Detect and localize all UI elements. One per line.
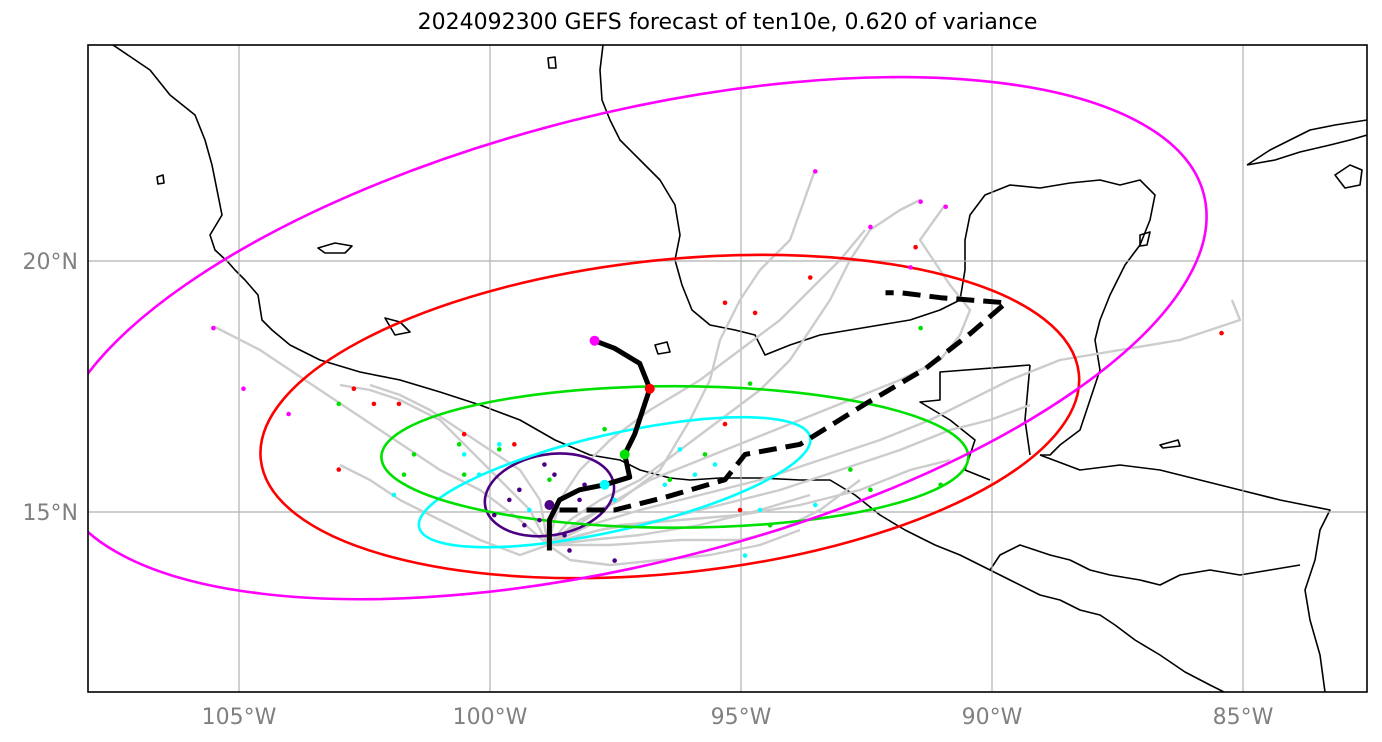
plot-frame	[87, 44, 1368, 693]
mean-point-t2	[599, 479, 610, 490]
member-point-t3	[547, 477, 552, 483]
ensemble-tracks	[214, 169, 1242, 567]
ensemble-mean-track	[546, 290, 1009, 551]
x-axis-ticks: 105°W 100°W 95°W 90°W 85°W	[202, 705, 1274, 730]
member-point-t1	[552, 472, 557, 477]
member-point-t2	[612, 497, 617, 503]
member-point-t4	[807, 275, 813, 280]
uncertainty-ellipses	[88, 75, 1208, 601]
member-point-t4	[336, 467, 342, 472]
gridlines	[88, 45, 1367, 692]
member-point-t3	[496, 447, 502, 452]
y-tick-label: 20°N	[23, 250, 78, 275]
member-point-t3	[602, 426, 607, 432]
member-point-t3	[702, 452, 708, 457]
member-point-t1	[562, 533, 567, 538]
uncertainty-ellipse-t3	[380, 384, 970, 530]
ensemble-member-points	[211, 169, 1224, 563]
map-title: 2024092300 GEFS forecast of ten10e, 0.62…	[417, 10, 1038, 35]
member-point-t3	[667, 477, 673, 483]
member-point-t2	[712, 462, 718, 467]
member-point-t4	[351, 386, 357, 392]
x-tick-label: 105°W	[202, 705, 277, 730]
y-tick-label: 15°N	[23, 501, 78, 526]
member-point-t2	[391, 492, 397, 498]
member-point-t1	[517, 487, 522, 493]
member-point-t2	[692, 472, 698, 477]
member-point-t1	[582, 482, 587, 488]
member-point-t3	[336, 401, 342, 407]
mean-point-t1	[544, 499, 555, 510]
member-point-t3	[401, 472, 407, 477]
member-point-t2	[461, 452, 467, 457]
member-point-t3	[848, 467, 853, 472]
x-tick-label: 95°W	[711, 705, 772, 730]
member-point-t4	[396, 401, 402, 407]
member-point-t1	[577, 497, 582, 503]
x-tick-label: 90°W	[962, 705, 1023, 730]
member-point-t4	[461, 431, 467, 437]
member-point-t3	[411, 452, 417, 457]
member-point-t5	[868, 224, 873, 230]
member-point-t1	[612, 558, 617, 563]
member-point-t4	[722, 300, 728, 306]
member-point-t1	[491, 512, 497, 518]
member-point-t1	[537, 517, 542, 523]
x-tick-label: 100°W	[453, 705, 528, 730]
member-point-t4	[371, 401, 377, 407]
member-point-t1	[507, 497, 512, 503]
coastlines	[112, 45, 1367, 692]
member-point-t4	[512, 442, 517, 447]
member-point-t5	[943, 204, 948, 210]
uncertainty-ellipse-t4	[259, 253, 1081, 580]
member-point-t5	[286, 411, 291, 417]
member-point-t4	[913, 244, 918, 250]
mean-track-solid	[546, 338, 653, 551]
member-point-t3	[456, 442, 462, 447]
member-point-t5	[908, 265, 913, 270]
member-point-t4	[1219, 330, 1224, 336]
member-point-t2	[496, 442, 502, 447]
member-point-t2	[812, 502, 818, 508]
member-point-t3	[747, 381, 753, 386]
member-point-t1	[542, 462, 547, 467]
y-axis-ticks: 15°N 20°N	[23, 250, 78, 526]
member-point-t5	[241, 386, 246, 392]
member-point-t3	[868, 487, 873, 493]
member-point-t3	[918, 325, 923, 331]
member-point-t4	[737, 507, 743, 513]
mean-point-t4	[644, 383, 655, 394]
member-point-t5	[918, 199, 923, 204]
member-point-t1	[567, 548, 572, 553]
member-point-t1	[522, 522, 527, 528]
member-point-t2	[757, 507, 763, 513]
mean-point-t5	[589, 335, 600, 346]
member-point-t3	[461, 472, 467, 477]
member-point-t2	[677, 447, 683, 452]
member-point-t3	[767, 522, 773, 528]
member-point-t4	[722, 421, 728, 427]
member-point-t2	[476, 472, 482, 477]
member-point-t4	[752, 310, 758, 316]
member-point-t2	[742, 553, 748, 558]
member-point-t2	[527, 507, 532, 513]
member-point-t2	[662, 482, 668, 488]
member-point-t3	[938, 482, 943, 488]
mean-point-t3	[619, 449, 630, 460]
member-point-t5	[812, 169, 818, 174]
member-point-t5	[211, 325, 216, 331]
mean-track-dashed	[559, 290, 1009, 513]
ensemble-mean-points	[544, 335, 655, 510]
uncertainty-ellipse-t5	[88, 75, 1208, 601]
x-tick-label: 85°W	[1213, 705, 1274, 730]
